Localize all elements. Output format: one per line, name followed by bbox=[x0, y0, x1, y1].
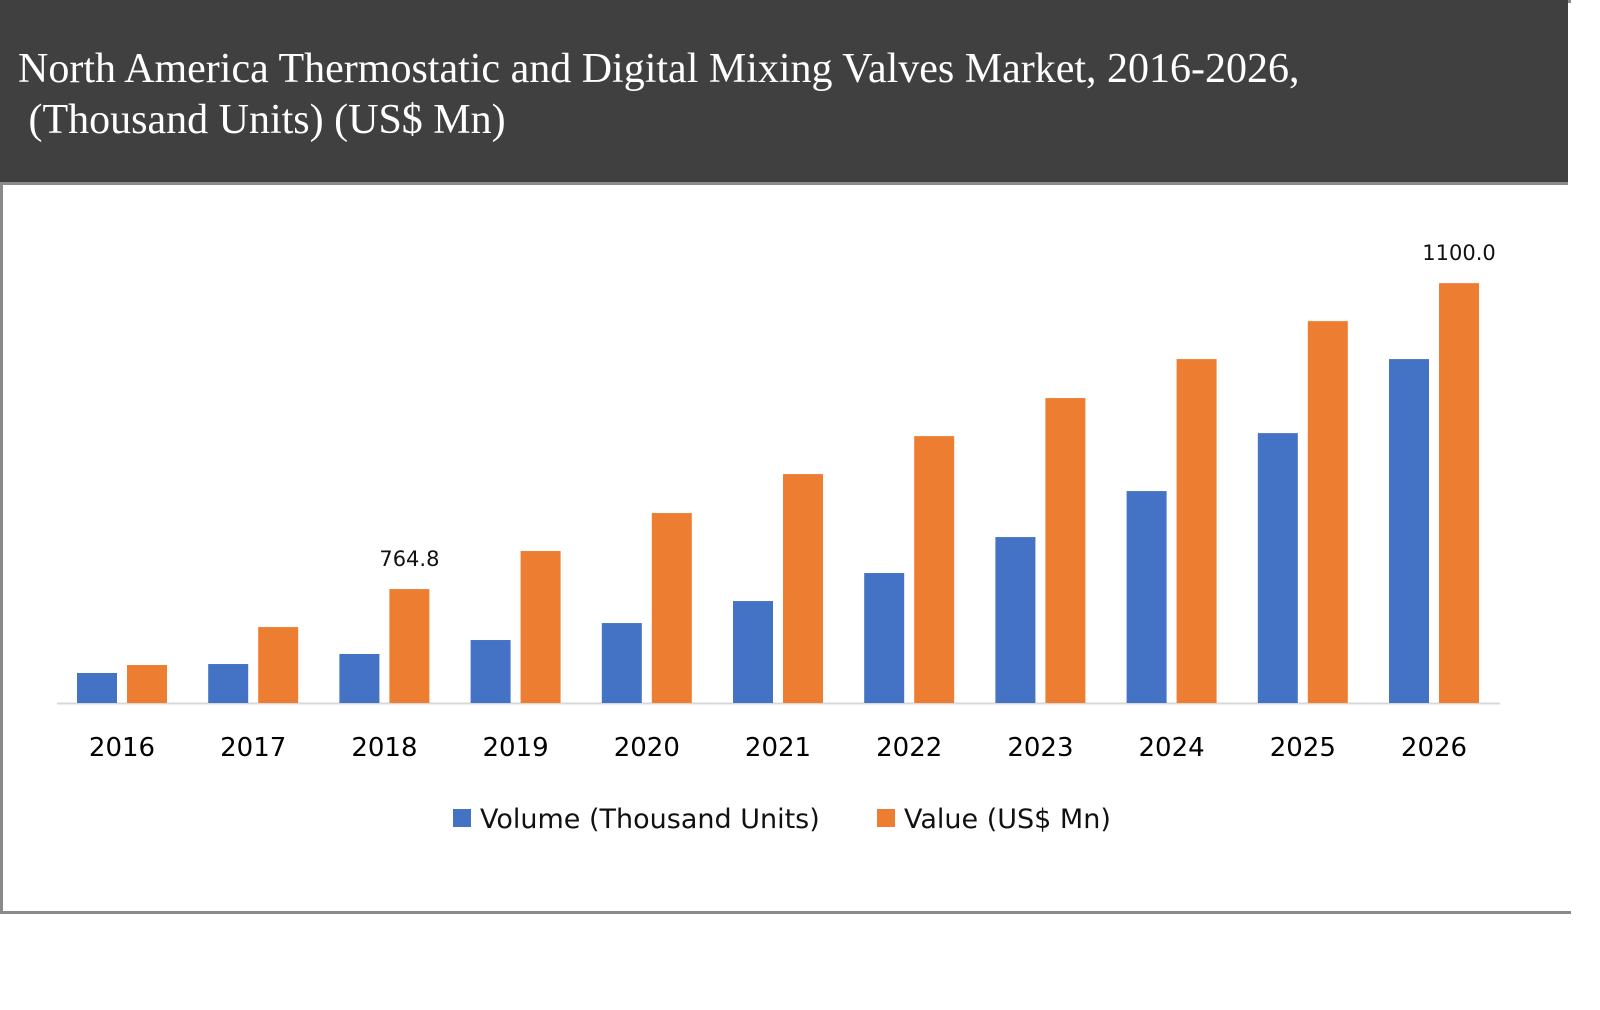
chart-title: North America Thermostatic and Digital M… bbox=[18, 46, 1300, 143]
bar-volume-2022 bbox=[864, 573, 905, 703]
bar-volume-2019 bbox=[470, 640, 511, 703]
legend-swatch-value bbox=[877, 809, 895, 827]
bar-volume-2018 bbox=[339, 653, 380, 703]
x-tick-label: 2023 bbox=[1007, 733, 1073, 763]
bar-volume-2026 bbox=[1389, 359, 1429, 703]
legend-label-value: Value (US$ Mn) bbox=[904, 804, 1111, 835]
bar-value-2021 bbox=[783, 474, 823, 703]
bar-value-2020 bbox=[651, 513, 692, 703]
data-label: 1100.0 bbox=[1422, 241, 1495, 265]
bar-value-2019 bbox=[520, 551, 561, 703]
bar-volume-2021 bbox=[733, 601, 773, 703]
x-tick-label: 2022 bbox=[876, 733, 942, 763]
bar-value-2022 bbox=[914, 436, 955, 703]
x-tick-label: 2020 bbox=[614, 733, 680, 763]
x-tick-label: 2017 bbox=[220, 733, 286, 763]
x-tick-label: 2016 bbox=[89, 733, 155, 763]
bar-volume-2016 bbox=[77, 672, 117, 703]
x-tick-label: 2026 bbox=[1401, 733, 1467, 763]
bar-volume-2025 bbox=[1257, 433, 1298, 703]
title-banner: North America Thermostatic and Digital M… bbox=[0, 0, 1568, 185]
bar-value-2023 bbox=[1045, 398, 1086, 703]
x-tick-label: 2025 bbox=[1270, 733, 1336, 763]
x-tick-label: 2018 bbox=[351, 733, 417, 763]
legend-label-volume: Volume (Thousand Units) bbox=[480, 804, 820, 835]
bar-value-2026 bbox=[1439, 283, 1479, 703]
bar-volume-2023 bbox=[995, 537, 1036, 703]
bar-volume-2024 bbox=[1126, 491, 1167, 703]
x-tick-label: 2024 bbox=[1139, 733, 1205, 763]
bar-value-2018 bbox=[389, 589, 430, 703]
bar-value-2017 bbox=[258, 627, 299, 703]
bar-volume-2020 bbox=[601, 623, 642, 703]
bar-value-2016 bbox=[127, 665, 167, 703]
bar-value-2025 bbox=[1307, 321, 1348, 703]
bar-value-2024 bbox=[1176, 359, 1217, 703]
x-tick-label: 2019 bbox=[483, 733, 549, 763]
legend-swatch-volume bbox=[453, 809, 471, 827]
data-label: 764.8 bbox=[379, 547, 439, 571]
bar-volume-2017 bbox=[208, 664, 249, 703]
x-tick-label: 2021 bbox=[745, 733, 811, 763]
